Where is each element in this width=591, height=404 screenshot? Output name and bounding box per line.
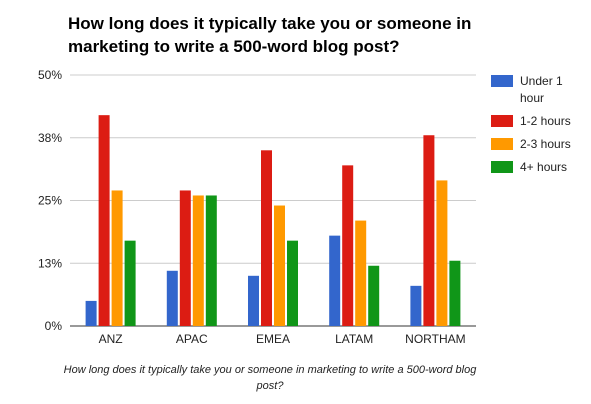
- bar-northam-series-3: [436, 180, 448, 326]
- y-axis-ticks: 0% 13% 25% 38% 50%: [38, 68, 62, 333]
- bars: [85, 115, 461, 326]
- y-tick-label: 13%: [38, 256, 62, 270]
- chart-title: How long does it typically take you or s…: [68, 14, 472, 56]
- x-category-label: APAC: [176, 332, 208, 346]
- legend: Under 1 hour 1-2 hours 2-3 hours 4+ hours: [491, 73, 587, 182]
- bar-latam-series-2: [342, 165, 354, 326]
- legend-label: 2-3 hours: [520, 137, 571, 151]
- legend-label: 1-2 hours: [520, 114, 571, 128]
- bar-apac-series-4: [205, 195, 217, 326]
- bar-latam-series-3: [355, 220, 367, 326]
- bar-northam-series-2: [423, 135, 435, 326]
- legend-item: 1-2 hours: [491, 113, 587, 130]
- legend-swatch: [491, 138, 513, 150]
- bar-anz-series-2: [98, 115, 110, 326]
- bar-emea-series-2: [261, 150, 272, 326]
- legend-swatch: [491, 161, 513, 173]
- x-category-label: NORTHAM: [405, 332, 465, 346]
- bar-emea-series-3: [274, 205, 285, 326]
- legend-item: 2-3 hours: [491, 136, 587, 153]
- bar-apac-series-3: [192, 195, 204, 326]
- legend-item: 4+ hours: [491, 159, 587, 176]
- legend-label: 4+ hours: [520, 160, 568, 174]
- bar-emea-series-1: [248, 275, 259, 326]
- bar-latam-series-4: [368, 265, 380, 326]
- legend-item: Under 1 hour: [491, 73, 587, 107]
- x-category-label: LATAM: [335, 332, 373, 346]
- legend-swatch: [491, 75, 513, 87]
- x-category-label: ANZ: [99, 332, 123, 346]
- legend-swatch: [491, 115, 513, 127]
- x-axis-label: How long does it typically take you or s…: [63, 364, 477, 392]
- bar-latam-series-1: [329, 235, 341, 326]
- gridlines: [70, 74, 476, 327]
- bar-northam-series-4: [449, 260, 461, 326]
- y-tick-label: 50%: [38, 68, 62, 82]
- bar-anz-series-3: [111, 190, 123, 326]
- bar-apac-series-1: [166, 270, 178, 326]
- y-tick-label: 38%: [38, 131, 62, 145]
- y-tick-label: 0%: [45, 319, 63, 333]
- x-category-label: EMEA: [256, 332, 290, 346]
- x-axis-categories: ANZ APAC EMEA LATAM NORTHAM: [99, 332, 466, 346]
- bar-emea-series-4: [287, 240, 298, 326]
- bar-apac-series-2: [179, 190, 191, 326]
- legend-label: Under 1 hour: [520, 74, 563, 105]
- bar-anz-series-4: [124, 240, 136, 326]
- bar-anz-series-1: [85, 300, 97, 326]
- y-tick-label: 25%: [38, 194, 62, 208]
- bar-northam-series-1: [410, 285, 422, 326]
